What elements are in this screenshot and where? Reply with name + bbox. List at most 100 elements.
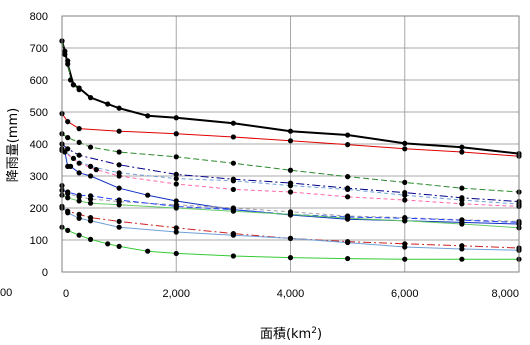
data-point	[230, 186, 236, 193]
data-point	[105, 241, 111, 247]
data-point	[287, 255, 294, 261]
x-axis-title-close: )	[317, 327, 322, 342]
series-line-4	[61, 133, 520, 193]
data-point	[173, 115, 179, 121]
data-point	[402, 146, 408, 152]
data-point	[76, 192, 82, 198]
data-point	[402, 197, 408, 203]
y-tick-label: 800	[30, 11, 48, 23]
data-point	[173, 229, 179, 235]
x-tick-label: 6,000	[391, 288, 419, 300]
x-tick-label: 4,000	[277, 288, 305, 300]
data-point	[116, 149, 122, 155]
data-point	[230, 232, 236, 238]
series-line-1	[61, 40, 520, 155]
data-point	[87, 236, 94, 242]
x-axis-title-sup: 2	[311, 326, 317, 336]
data-point	[67, 163, 74, 169]
data-point	[230, 134, 236, 140]
data-point	[230, 178, 236, 184]
data-point	[287, 211, 294, 217]
data-point	[173, 198, 179, 204]
y-tick-label: 100	[30, 235, 48, 247]
gridlines	[61, 15, 520, 273]
y-tick-label: 700	[30, 43, 48, 55]
y-tick-label: 500	[30, 107, 48, 119]
data-point	[173, 225, 179, 231]
x-tick-label: 0	[63, 288, 69, 300]
data-point	[459, 246, 465, 252]
data-point	[459, 144, 465, 150]
data-point	[70, 82, 77, 88]
data-point	[105, 101, 111, 107]
data-point	[145, 192, 151, 198]
data-point	[62, 51, 68, 58]
data-point	[287, 128, 294, 134]
data-point	[459, 217, 465, 223]
data-point	[230, 160, 236, 166]
data-point	[76, 160, 82, 166]
data-point	[402, 256, 408, 262]
data-point	[87, 218, 94, 224]
data-point	[345, 215, 351, 221]
data-point	[76, 126, 82, 132]
data-point	[345, 132, 351, 138]
data-point	[65, 210, 71, 216]
data-point	[402, 179, 408, 185]
data-point	[65, 189, 71, 195]
data-point	[76, 152, 82, 158]
data-point	[116, 218, 122, 225]
data-point	[173, 171, 179, 177]
data-point	[65, 195, 71, 201]
data-point	[70, 155, 77, 161]
y-tick-labels: 0 100 200 300 400 500 600 700 800	[30, 11, 48, 279]
data-point	[230, 253, 236, 259]
data-point	[116, 173, 122, 179]
data-point	[65, 58, 71, 64]
data-point	[402, 244, 408, 250]
data-point	[76, 87, 82, 93]
data-point	[459, 197, 465, 203]
data-point	[87, 173, 94, 179]
data-point	[230, 120, 236, 126]
data-point	[76, 170, 82, 176]
data-point	[145, 113, 151, 119]
data-point	[76, 211, 82, 217]
data-point	[87, 163, 94, 169]
data-point	[402, 218, 408, 224]
data-point	[87, 200, 94, 206]
data-point	[459, 256, 465, 262]
data-point	[116, 197, 122, 203]
data-point	[402, 192, 408, 198]
data-point	[459, 149, 465, 155]
data-point	[62, 149, 68, 155]
data-point	[459, 185, 465, 191]
data-point	[116, 243, 122, 249]
data-point	[87, 95, 94, 101]
data-point	[173, 250, 179, 257]
x-axis-title: 面積(km2)	[260, 326, 322, 342]
x-tick-labels: 0 2,000 4,000 6,000 8,000	[63, 288, 519, 300]
y-axis-title: 降雨量(mm)	[6, 108, 21, 182]
data-point	[173, 175, 179, 182]
data-point	[173, 205, 179, 211]
data-point	[65, 119, 71, 125]
data-point	[402, 140, 408, 146]
y-tick-label: 300	[30, 171, 48, 183]
stray-tick-label: 00	[0, 287, 12, 299]
data-point	[87, 144, 94, 150]
data-point	[173, 181, 179, 187]
x-tick-label: 8,000	[491, 288, 519, 300]
data-point	[230, 208, 236, 214]
data-point	[65, 227, 71, 233]
data-point	[116, 185, 122, 191]
data-point	[87, 193, 94, 199]
data-point	[459, 221, 465, 227]
data-point	[345, 174, 351, 180]
data-point	[287, 189, 294, 195]
x-tick-label: 2,000	[162, 288, 190, 300]
data-point	[173, 131, 179, 137]
data-point	[76, 232, 82, 238]
data-point	[93, 167, 99, 173]
